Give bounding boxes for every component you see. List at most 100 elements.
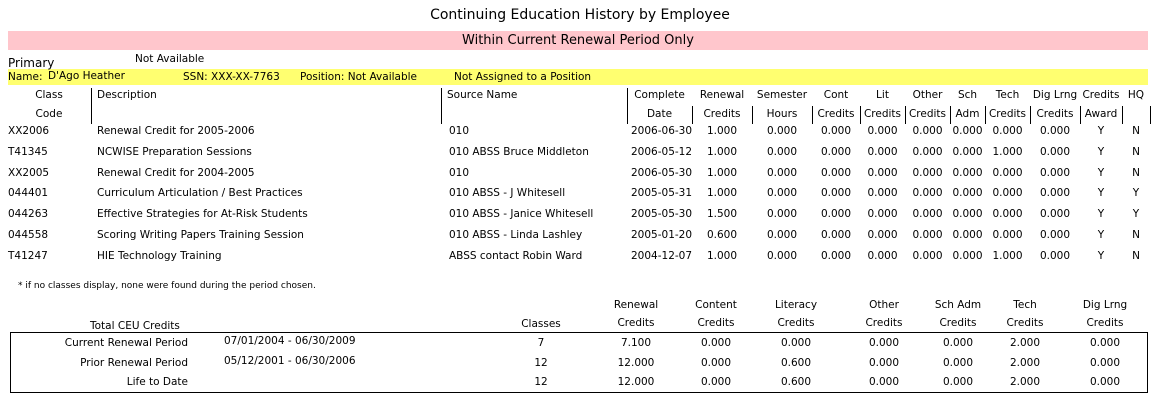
column-separator (905, 106, 906, 124)
table-cell: 2005-01-20 (631, 229, 693, 241)
table-cell: 2005-05-31 (631, 187, 693, 200)
table-cell: 0.000 (912, 208, 943, 221)
table-cell: 1.000 (706, 125, 738, 137)
column-header: Credits (1036, 108, 1074, 120)
column-header: Source Name (447, 89, 518, 101)
table-cell: 1.000 (706, 249, 738, 262)
totals-header: Dig Lrng (1082, 299, 1128, 311)
column-header: Renewal (699, 89, 745, 101)
table-cell: 0.000 (867, 229, 898, 241)
table-cell: 1.000 (706, 166, 738, 179)
totals-cell: 0.000 (700, 356, 732, 369)
totals-cell: 12 (534, 376, 548, 388)
totals-header: Credits (865, 317, 903, 329)
totals-header: Sch Adm (934, 299, 982, 311)
totals-cell: 12 (534, 356, 548, 369)
table-cell: 0.000 (867, 145, 898, 158)
table-cell: 1.500 (706, 208, 738, 221)
column-separator (1080, 106, 1081, 124)
totals-label: Current Renewal Period (64, 337, 188, 349)
table-cell: 0.000 (1039, 125, 1071, 137)
table-cell: N (1132, 229, 1140, 241)
table-cell: 0.000 (766, 125, 798, 137)
totals-cell: 7 (537, 337, 545, 349)
totals-cell: 0.000 (1089, 376, 1121, 388)
table-cell: 0.000 (766, 208, 798, 221)
table-cell: 0.000 (766, 145, 798, 158)
table-cell: 044263 (8, 208, 49, 221)
table-cell: 0.000 (912, 229, 943, 241)
table-cell: ABSS contact Robin Ward (449, 249, 583, 262)
table-cell: T41345 (8, 145, 48, 158)
table-cell: 0.000 (1039, 229, 1071, 241)
table-cell: 0.000 (820, 249, 852, 262)
column-header: Credits (988, 108, 1027, 120)
table-cell: 044558 (8, 229, 49, 241)
column-header: Dig Lrng (1032, 89, 1078, 101)
table-cell: 0.000 (867, 187, 898, 200)
table-cell: 0.000 (867, 208, 898, 221)
column-separator (860, 106, 861, 124)
table-cell: T41247 (8, 249, 48, 262)
table-cell: Effective Strategies for At-Risk Student… (97, 208, 308, 221)
table-cell: 0.000 (952, 125, 983, 137)
totals-header: Credits (939, 317, 977, 329)
table-cell: Renewal Credit for 2005-2006 (97, 125, 255, 137)
table-cell: Y (1097, 208, 1105, 221)
primary-label: Primary (8, 56, 55, 70)
totals-cell: 0.000 (942, 356, 974, 369)
table-cell: 010 ABSS - Linda Lashley (449, 229, 583, 241)
table-cell: 010 ABSS Bruce Middleton (449, 145, 589, 158)
column-header: Credits (863, 108, 902, 120)
table-cell: Y (1097, 249, 1105, 262)
totals-period: 07/01/2004 - 06/30/2009 (224, 335, 356, 347)
table-cell: 0.000 (992, 125, 1023, 137)
totals-header: Credits (777, 317, 815, 329)
table-cell: 0.000 (992, 187, 1023, 200)
column-header: Hours (766, 108, 798, 120)
column-header: Description (97, 89, 157, 101)
table-cell: 0.000 (867, 125, 898, 137)
totals-cell: 0.000 (942, 337, 974, 349)
table-cell: 1.000 (706, 187, 738, 200)
table-cell: Y (1097, 187, 1105, 200)
table-cell: 1.000 (992, 249, 1023, 262)
table-cell: 1.000 (992, 145, 1023, 158)
totals-header: Literacy (774, 299, 818, 311)
totals-header: Credits (697, 317, 735, 329)
totals-cell: 0.600 (780, 376, 812, 388)
table-cell: Y (1097, 145, 1105, 158)
table-cell: 0.000 (1039, 145, 1071, 158)
column-header: Award (1084, 108, 1118, 120)
totals-header: Renewal (613, 299, 659, 311)
table-cell: 0.000 (820, 187, 852, 200)
table-cell: HIE Technology Training (97, 249, 222, 262)
totals-cell: 0.000 (700, 337, 732, 349)
assignment: Not Assigned to a Position (454, 71, 592, 83)
table-cell: 0.000 (867, 249, 898, 262)
banner-bg (8, 31, 1148, 50)
column-separator (1150, 106, 1151, 124)
totals-title: Total CEU Credits (90, 320, 180, 332)
table-cell: 0.000 (912, 125, 943, 137)
table-cell: NCWISE Preparation Sessions (97, 145, 252, 158)
table-cell: XX2005 (8, 166, 50, 179)
table-cell: 0.000 (820, 166, 852, 179)
table-cell: Y (1132, 187, 1140, 200)
column-separator (812, 106, 813, 124)
table-cell: 2005-05-30 (631, 208, 693, 221)
totals-box (10, 332, 1148, 393)
table-cell: 0.000 (992, 229, 1023, 241)
table-cell: 0.000 (820, 208, 852, 221)
totals-cell: 2.000 (1009, 376, 1041, 388)
column-header: Tech (995, 89, 1020, 101)
table-cell: 0.000 (952, 187, 983, 200)
table-cell: 0.000 (766, 249, 798, 262)
table-cell: 1.000 (706, 145, 738, 158)
totals-cell: 0.000 (868, 376, 900, 388)
table-cell: XX2006 (8, 125, 50, 137)
table-cell: 0.000 (1039, 249, 1071, 262)
table-cell: Renewal Credit for 2004-2005 (97, 166, 255, 179)
totals-cell: 0.600 (780, 356, 812, 369)
totals-header: Credits (617, 317, 655, 329)
